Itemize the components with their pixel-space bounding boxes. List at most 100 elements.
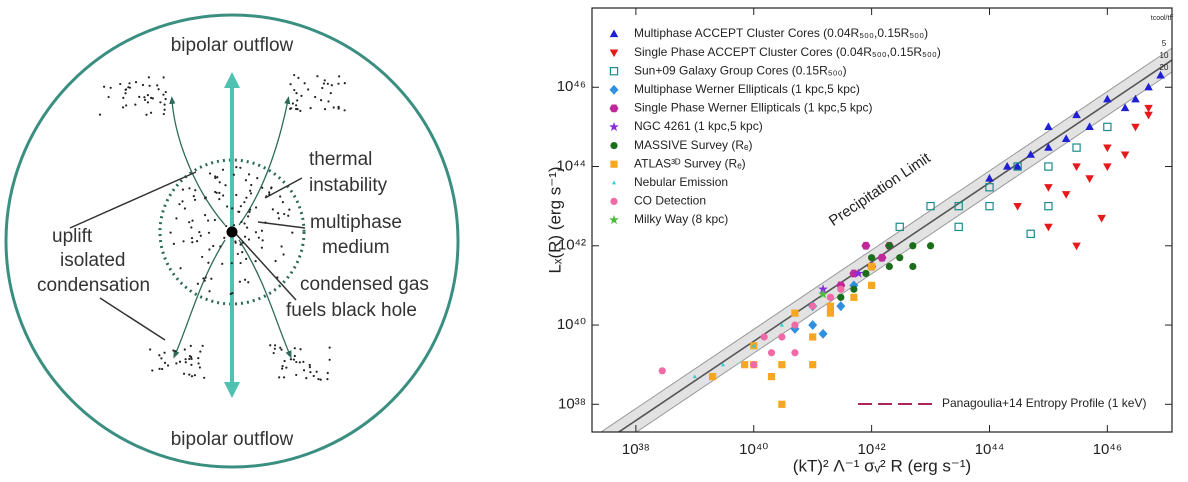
- dot: [281, 201, 285, 204]
- dot: [204, 276, 207, 279]
- dot: [193, 198, 197, 201]
- data-point: [767, 349, 776, 357]
- dot: [163, 103, 166, 106]
- dot: [281, 364, 284, 368]
- y-tick-label: 10³⁸: [558, 395, 586, 412]
- dot: [207, 261, 210, 264]
- data-point: [1144, 111, 1153, 120]
- data-point: [1103, 163, 1112, 172]
- dot: [149, 96, 153, 100]
- dot: [280, 245, 283, 248]
- legend-marker: [609, 104, 619, 113]
- data-point: [1044, 162, 1053, 171]
- dot: [191, 219, 194, 222]
- data-point: [791, 321, 799, 329]
- dot: [308, 366, 312, 369]
- dot: [149, 111, 153, 114]
- dot: [295, 104, 298, 107]
- y-tick-label: 10⁴⁰: [557, 316, 586, 333]
- dot: [276, 212, 280, 215]
- data-point: [837, 293, 845, 301]
- reference-label: 10: [1160, 51, 1169, 60]
- dot: [162, 112, 165, 116]
- data-point: [818, 284, 828, 294]
- dot: [299, 109, 302, 112]
- plot-area: [600, 47, 1172, 432]
- label: fuels black hole: [286, 300, 417, 321]
- data-point: [767, 372, 776, 381]
- data-point: [1072, 143, 1081, 152]
- dot: [214, 175, 217, 178]
- data-point: [791, 309, 799, 317]
- dot: [203, 197, 207, 200]
- dot: [213, 218, 217, 222]
- dot: [203, 214, 207, 217]
- data-point: [1156, 70, 1165, 79]
- dot: [223, 236, 226, 239]
- legend-marker: [609, 121, 619, 132]
- dot: [218, 191, 221, 194]
- dot: [197, 362, 200, 365]
- dot: [322, 82, 326, 85]
- reference-label: 5: [1162, 39, 1167, 48]
- dots: [98, 73, 346, 381]
- dot: [234, 240, 237, 243]
- data-point: [1044, 143, 1053, 151]
- dot: [199, 234, 202, 237]
- dot: [190, 236, 194, 240]
- dot: [207, 231, 211, 234]
- dot: [194, 189, 197, 192]
- dot: [289, 83, 292, 86]
- data-point: [862, 269, 870, 278]
- data-point: [909, 242, 917, 250]
- label: uplift: [52, 226, 93, 247]
- dot: [327, 100, 330, 103]
- dot: [296, 99, 299, 102]
- data-point: [896, 254, 904, 262]
- dot: [188, 221, 191, 224]
- reference-header: tcool/tff: [1151, 15, 1173, 22]
- y-tick-label: 10⁴⁴: [556, 157, 586, 174]
- data-point: [720, 362, 725, 367]
- dot: [329, 92, 332, 95]
- data-point: [926, 201, 935, 211]
- data-point: [741, 361, 749, 369]
- dot: [273, 347, 276, 350]
- dot: [119, 82, 122, 86]
- dot: [317, 378, 320, 381]
- dot: [239, 261, 242, 265]
- data-point: [826, 309, 835, 317]
- dot: [157, 88, 160, 91]
- dot: [297, 76, 300, 79]
- dot: [188, 357, 191, 361]
- dot: [172, 349, 175, 352]
- dot: [249, 192, 253, 195]
- data-point: [658, 367, 666, 375]
- dot: [291, 102, 294, 105]
- dot: [254, 260, 257, 263]
- data-point: [954, 201, 963, 211]
- dot: [148, 84, 151, 87]
- legend-marker: [611, 180, 617, 185]
- dot: [225, 205, 229, 208]
- dot: [295, 373, 298, 377]
- dot: [109, 86, 112, 89]
- dot: [231, 292, 234, 295]
- dot: [179, 267, 182, 270]
- dot: [134, 103, 137, 106]
- dot: [323, 79, 326, 82]
- data-point: [985, 173, 994, 182]
- dot: [199, 350, 202, 353]
- dot: [273, 344, 277, 347]
- dot: [247, 215, 250, 218]
- x-tick-label: 10³⁸: [622, 441, 650, 458]
- dot: [249, 189, 252, 192]
- data-point: [877, 253, 887, 262]
- data-point: [778, 361, 786, 369]
- data-point: [1044, 184, 1053, 192]
- x-tick-label: 10⁴⁴: [975, 441, 1005, 458]
- dot: [198, 366, 201, 369]
- dot: [282, 253, 285, 256]
- label: instability: [309, 175, 388, 196]
